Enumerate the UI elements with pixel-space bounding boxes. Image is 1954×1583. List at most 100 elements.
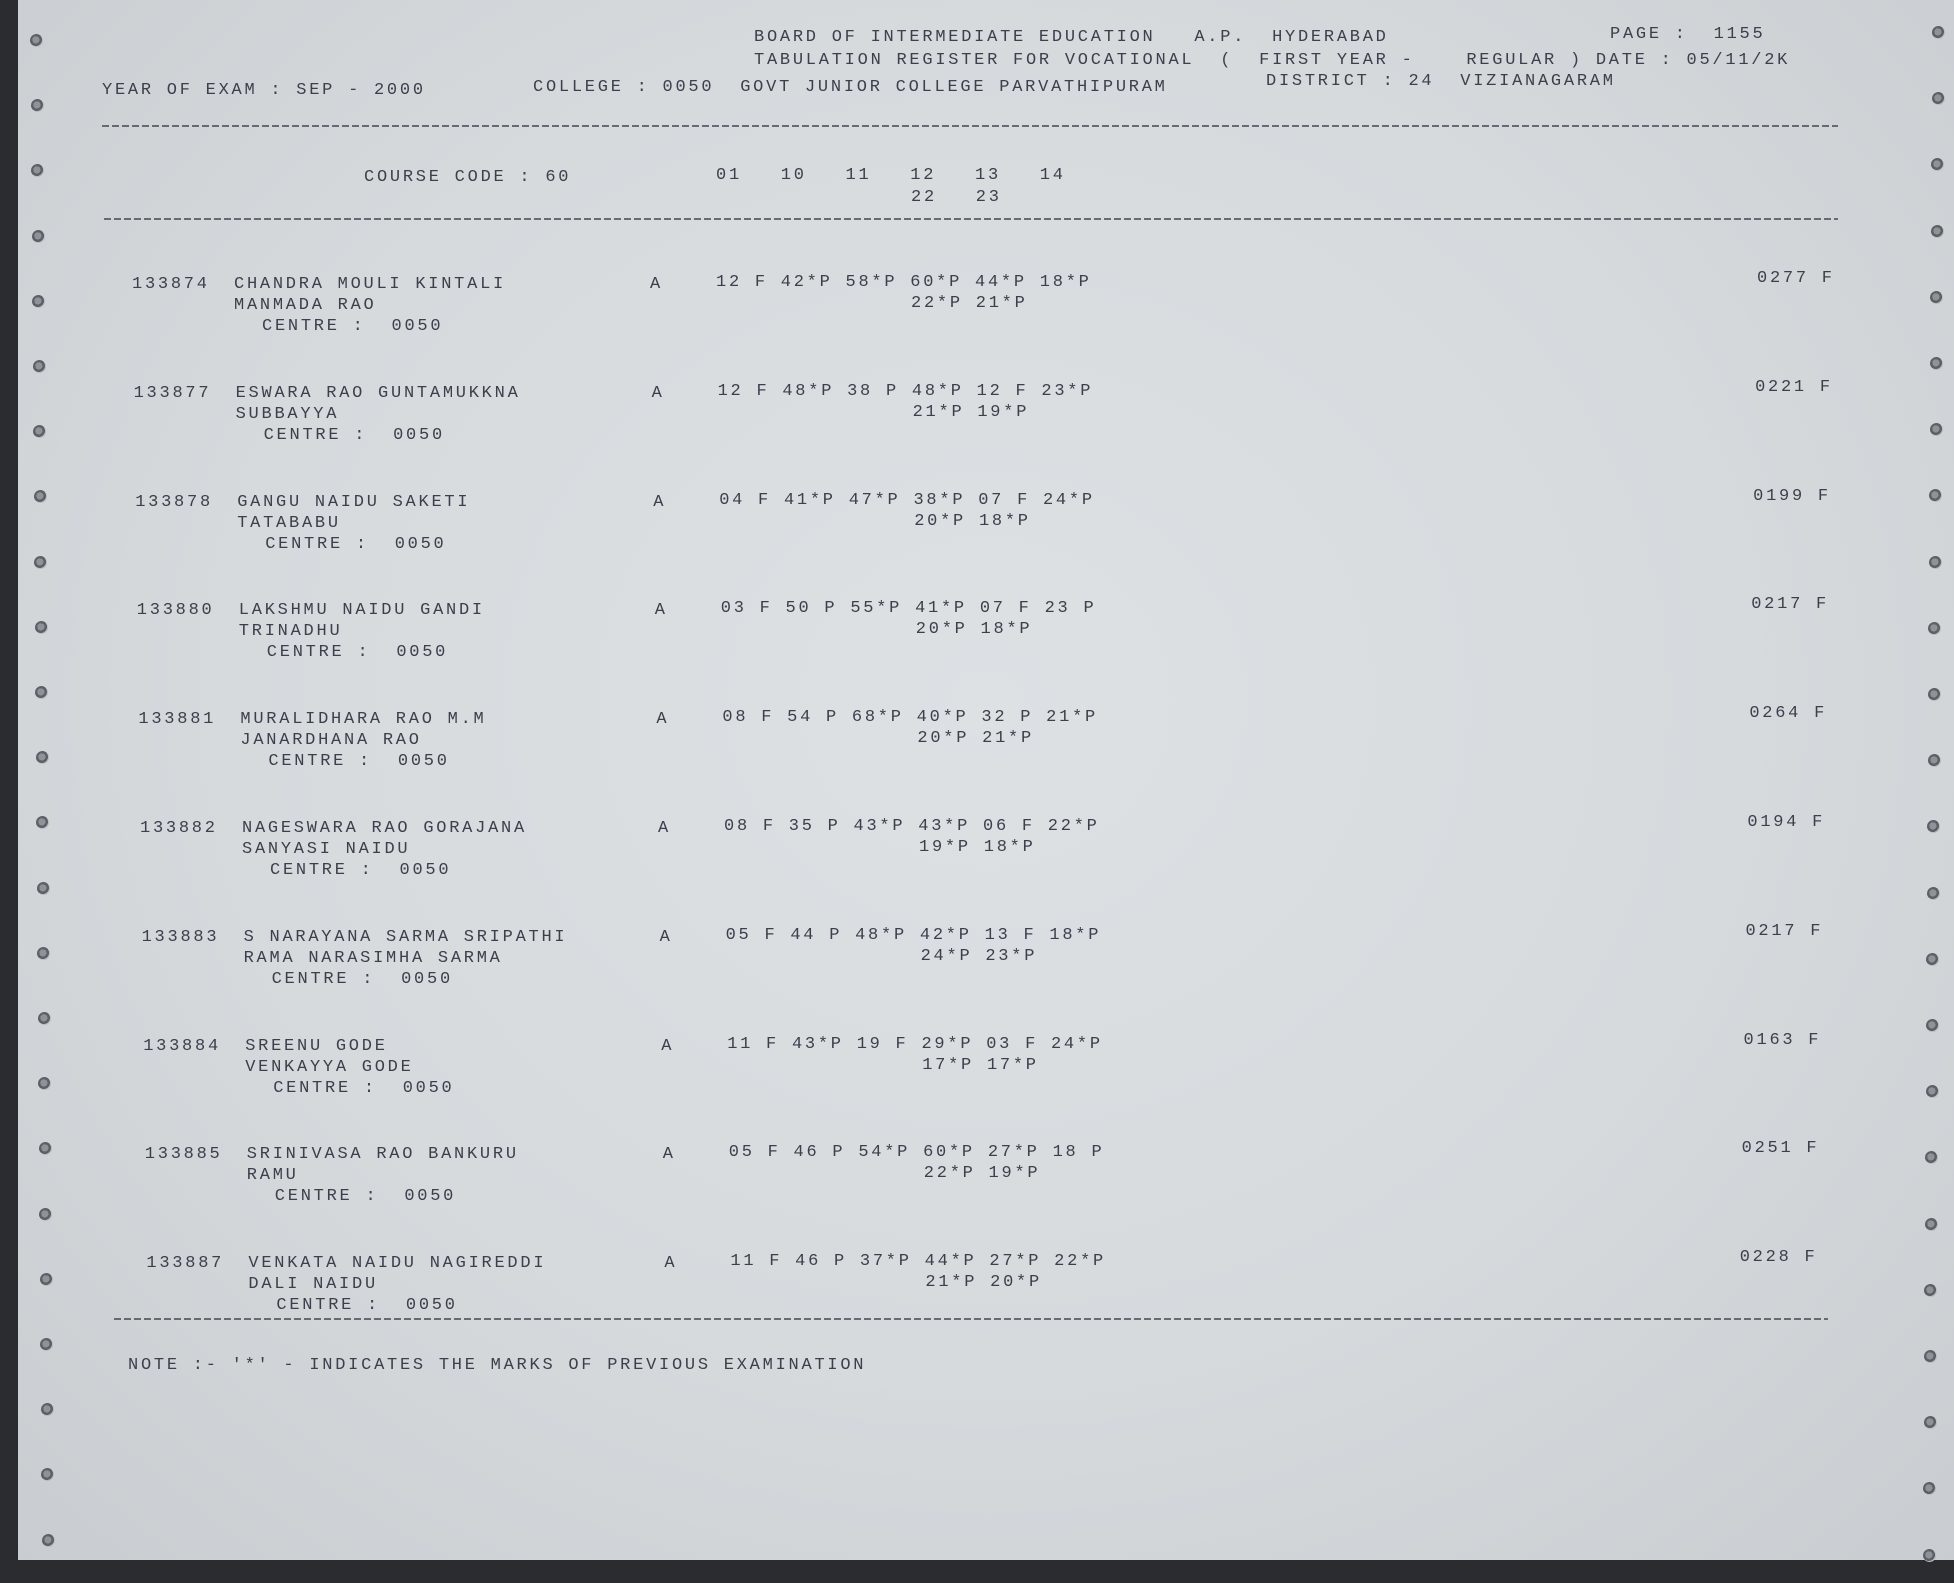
- student-name: SREENU GODE: [245, 1036, 388, 1056]
- father-name: DALI NAIDU: [248, 1275, 378, 1295]
- total-result: 0194 F: [1747, 813, 1826, 832]
- feed-hole-icon: [1923, 1416, 1937, 1430]
- centre: CENTRE : 0050: [276, 1296, 458, 1316]
- marks-line2: 20*P 21*P: [917, 729, 1034, 749]
- roll-number: 133887: [146, 1254, 225, 1274]
- feed-hole-icon: [41, 1468, 54, 1482]
- feed-hole-icon: [35, 751, 49, 765]
- roll-number: 133882: [140, 819, 218, 838]
- father-name: TATABABU: [237, 513, 341, 533]
- board-title: BOARD OF INTERMEDIATE EDUCATION A.P. HYD…: [754, 28, 1389, 47]
- total-result: 0277 F: [1757, 269, 1835, 288]
- student-name: LAKSHMU NAIDU GANDI: [238, 601, 485, 621]
- page-number: PAGE : 1155: [1610, 25, 1766, 44]
- roll-number: 133883: [141, 927, 220, 947]
- centre: CENTRE : 0050: [271, 969, 453, 989]
- grade: A: [662, 1145, 676, 1165]
- subject-codes-line2: 22 23: [911, 188, 1002, 207]
- total-result: 0217 F: [1745, 921, 1824, 941]
- feed-hole-icon: [31, 164, 44, 178]
- grade: A: [661, 1036, 675, 1056]
- father-name: MANMADA RAO: [234, 296, 377, 315]
- printed-register-sheet: [18, 0, 1954, 1560]
- divider: [102, 125, 1838, 127]
- marks-line1: 11 F 46 P 37*P 44*P 27*P 22*P: [730, 1252, 1106, 1272]
- father-name: RAMA NARASIMHA SARMA: [243, 948, 503, 968]
- student-name: VENKATA NAIDU NAGIREDDI: [248, 1254, 547, 1274]
- feed-hole-icon: [40, 1338, 53, 1351]
- feed-hole-icon: [30, 99, 44, 113]
- course-code: COURSE CODE : 60: [364, 168, 572, 187]
- marks-line1: 08 F 54 P 68*P 40*P 32 P 21*P: [722, 708, 1098, 728]
- total-result: 0264 F: [1749, 704, 1828, 724]
- marks-line2: 22*P 21*P: [911, 294, 1028, 313]
- father-name: SANYASI NAIDU: [242, 840, 411, 859]
- feed-hole-icon: [40, 1403, 54, 1417]
- feed-hole-icon: [31, 229, 45, 243]
- grade: A: [658, 819, 671, 838]
- marks-line1: 05 F 46 P 54*P 60*P 27*P 18 P: [728, 1143, 1105, 1163]
- feed-hole-icon: [1927, 820, 1941, 834]
- feed-hole-icon: [35, 686, 48, 699]
- feed-hole-icon: [39, 1207, 52, 1221]
- feed-hole-icon: [32, 294, 45, 308]
- register-title: TABULATION REGISTER FOR VOCATIONAL ( FIR…: [754, 51, 1791, 70]
- marks-line2: 24*P 23*P: [920, 946, 1038, 966]
- roll-number: 133885: [144, 1145, 223, 1165]
- feed-hole-icon: [1927, 754, 1941, 768]
- feed-hole-icon: [1932, 26, 1945, 39]
- centre: CENTRE : 0050: [262, 317, 444, 336]
- feed-hole-icon: [1930, 290, 1944, 304]
- total-result: 0199 F: [1753, 486, 1831, 506]
- total-result: 0251 F: [1741, 1139, 1820, 1159]
- feed-hole-icon: [1925, 1085, 1939, 1099]
- centre: CENTRE : 0050: [266, 643, 449, 663]
- feed-hole-icon: [1926, 952, 1940, 966]
- marks-line2: 20*P 18*P: [914, 511, 1031, 531]
- marks-line2: 21*P 19*P: [912, 402, 1030, 422]
- feed-hole-icon: [1930, 357, 1943, 370]
- student-name: ESWARA RAO GUNTAMUKKNA: [235, 383, 521, 403]
- roll-number: 133880: [136, 601, 215, 621]
- centre: CENTRE : 0050: [263, 425, 445, 445]
- feed-hole-icon: [1931, 92, 1945, 106]
- footnote: NOTE :- '*' - INDICATES THE MARKS OF PRE…: [128, 1356, 867, 1375]
- student-name: CHANDRA MOULI KINTALI: [234, 275, 506, 294]
- feed-hole-icon: [1924, 1217, 1938, 1231]
- feed-hole-icon: [1928, 621, 1942, 635]
- subject-codes-line1: 01 10 11 12 13 14: [716, 166, 1066, 185]
- feed-hole-icon: [33, 425, 46, 439]
- father-name: SUBBAYYA: [235, 404, 340, 424]
- total-result: 0217 F: [1751, 595, 1829, 615]
- grade: A: [651, 383, 665, 403]
- feed-hole-icon: [39, 1272, 53, 1286]
- total-result: 0228 F: [1739, 1248, 1818, 1268]
- marks-line1: 12 F 42*P 58*P 60*P 44*P 18*P: [716, 273, 1092, 292]
- feed-hole-icon: [1924, 1283, 1938, 1297]
- father-name: VENKAYYA GODE: [245, 1057, 414, 1077]
- feed-hole-icon: [34, 620, 48, 634]
- grade: A: [659, 927, 673, 947]
- feed-hole-icon: [37, 946, 50, 960]
- feed-hole-icon: [41, 1533, 55, 1547]
- father-name: TRINADHU: [238, 622, 343, 642]
- father-name: JANARDHANA RAO: [240, 731, 422, 751]
- centre: CENTRE : 0050: [265, 534, 447, 554]
- feed-hole-icon: [32, 360, 46, 373]
- marks-line2: 17*P 17*P: [922, 1055, 1039, 1075]
- feed-hole-icon: [38, 1142, 52, 1156]
- feed-hole-icon: [34, 555, 47, 569]
- student-name: SRINIVASA RAO BANKURU: [246, 1145, 519, 1165]
- roll-number: 133874: [132, 275, 210, 294]
- marks-line1: 11 F 43*P 19 F 29*P 03 F 24*P: [727, 1034, 1103, 1054]
- centre: CENTRE : 0050: [273, 1078, 455, 1098]
- roll-number: 133877: [133, 383, 212, 403]
- feed-hole-icon: [1928, 555, 1942, 569]
- marks-line1: 03 F 50 P 55*P 41*P 07 F 23 P: [720, 599, 1097, 619]
- feed-hole-icon: [1923, 1482, 1937, 1496]
- feed-hole-icon: [1929, 423, 1943, 437]
- college: COLLEGE : 0050 GOVT JUNIOR COLLEGE PARVA…: [533, 78, 1168, 97]
- grade: A: [653, 492, 667, 512]
- feed-hole-icon: [36, 816, 49, 830]
- marks-line1: 05 F 44 P 48*P 42*P 13 F 18*P: [725, 925, 1102, 945]
